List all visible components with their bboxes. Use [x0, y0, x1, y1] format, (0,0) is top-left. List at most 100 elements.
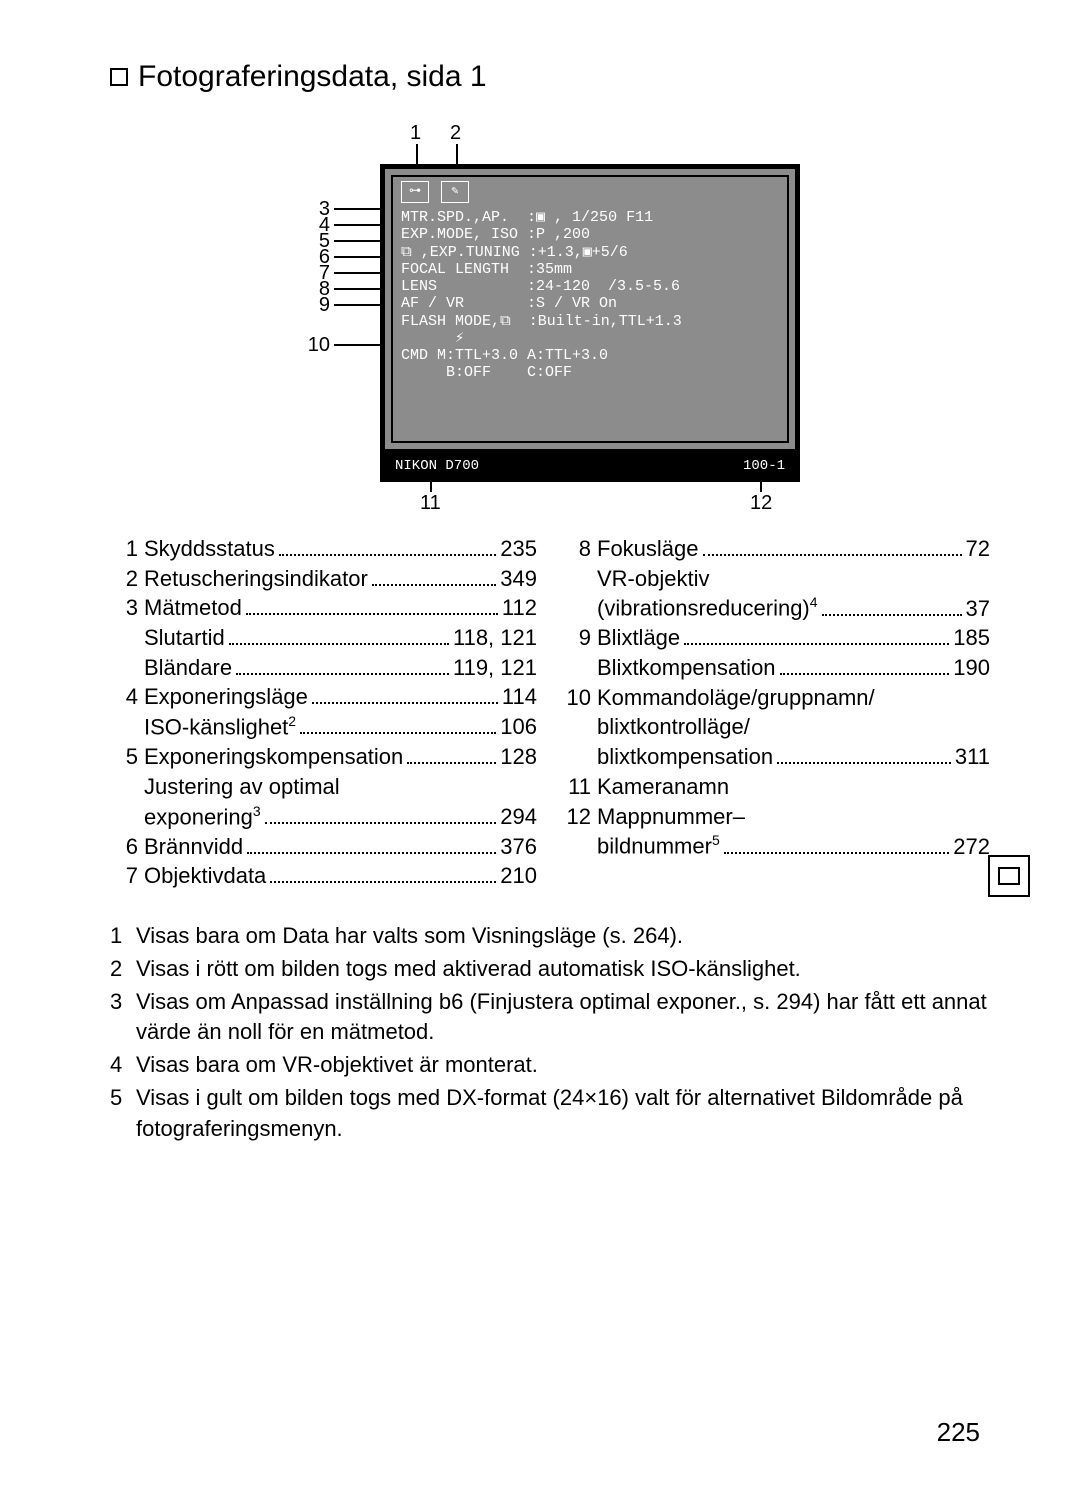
reference-number: 1: [110, 534, 138, 564]
reference-page: 118, 121: [453, 623, 537, 653]
lcd-line: FLASH MODE,⧉ :Built-in,TTL+1.3: [401, 313, 779, 330]
reference-page: 112: [502, 593, 537, 623]
footnote-row: 3Visas om Anpassad inställning b6 (Finju…: [110, 987, 990, 1049]
reference-page: 376: [500, 832, 537, 862]
dot-leader: [822, 614, 962, 616]
reference-label: Exponeringsläge: [144, 682, 308, 712]
lcd-frame: ⊶ ✎ MTR.SPD.,AP. :▣ , 1/250 F11 EXP.MODE…: [380, 164, 800, 454]
reference-label: Blixtläge: [597, 623, 680, 653]
reference-label: blixtkontrolläge/: [597, 712, 750, 742]
dot-leader: [247, 852, 496, 854]
footnotes-block: 1Visas bara om Data har valts som Visnin…: [110, 921, 990, 1145]
reference-row: exponering3 294: [110, 802, 537, 832]
reference-page: 349: [500, 564, 537, 594]
lcd-line: MTR.SPD.,AP. :▣ , 1/250 F11: [401, 209, 779, 226]
reference-page: 294: [500, 802, 537, 832]
reference-page: 210: [500, 861, 537, 891]
reference-row: 8Fokusläge 72: [563, 534, 990, 564]
footnote-row: 1Visas bara om Data har valts som Visnin…: [110, 921, 990, 952]
footnote-text: Visas bara om Data har valts som Visning…: [136, 921, 990, 952]
reference-number: 9: [563, 623, 591, 653]
reference-page: 128: [500, 742, 537, 772]
reference-row: 10Kommandoläge/gruppnamn/: [563, 683, 990, 713]
lcd-line: CMD M:TTL+3.0 A:TTL+3.0: [401, 347, 779, 364]
dot-leader: [703, 554, 962, 556]
reference-number: 7: [110, 861, 138, 891]
reference-index-columns: 1Skyddsstatus 235 2Retuscheringsindikator 3…: [110, 534, 990, 891]
reference-label: Fokusläge: [597, 534, 699, 564]
footnote-text: Visas i gult om bilden togs med DX-forma…: [136, 1083, 990, 1145]
reference-row: ISO-känslighet2 106: [110, 712, 537, 742]
reference-number: 8: [563, 534, 591, 564]
reference-row: 1Skyddsstatus 235: [110, 534, 537, 564]
dot-leader: [279, 554, 496, 556]
reference-label: Slutartid: [144, 623, 225, 653]
reference-label: VR-objektiv: [597, 564, 709, 594]
footnote-number: 1: [110, 921, 136, 952]
lcd-line: ⧉ ,EXP.TUNING :+1.3,▣+5/6: [401, 244, 779, 261]
footnote-row: 4Visas bara om VR-objektivet är monterat…: [110, 1050, 990, 1081]
reference-number: 2: [110, 564, 138, 594]
reference-label: (vibrationsreducering)4: [597, 593, 818, 623]
reference-row: 3Mätmetod112: [110, 593, 537, 623]
reference-row: 6Brännvidd 376: [110, 832, 537, 862]
reference-label: Brännvidd: [144, 832, 243, 862]
reference-label: Skyddsstatus: [144, 534, 275, 564]
lcd-line: LENS :24-120 /3.5-5.6: [401, 278, 779, 295]
header-title: Fotograferingsdata, sida 1: [138, 60, 487, 94]
reference-page: 235: [500, 534, 537, 564]
reference-row: 5Exponeringskompensation128: [110, 742, 537, 772]
callout-11: 11: [420, 492, 441, 515]
reference-page: 72: [966, 534, 990, 564]
dot-leader: [777, 762, 951, 764]
lcd-line: ⚡: [401, 330, 779, 347]
page-number: 225: [937, 1417, 980, 1448]
reference-page: 119, 121: [453, 653, 537, 683]
reference-page: 114: [502, 682, 537, 712]
reference-number: 5: [110, 742, 138, 772]
reference-label: exponering3: [144, 802, 261, 832]
reference-label: ISO-känslighet2: [144, 712, 296, 742]
callout-2: 2: [450, 122, 461, 145]
reference-page: 311: [955, 742, 990, 772]
lcd-line: B:OFF C:OFF: [401, 364, 779, 381]
dot-leader: [229, 643, 449, 645]
footnote-text: Visas i rött om bilden togs med aktivera…: [136, 954, 990, 985]
reference-page: 272: [953, 832, 990, 862]
dot-leader: [724, 852, 950, 854]
dot-leader: [265, 822, 497, 824]
callout-1: 1: [410, 122, 421, 145]
reference-label: Retuscheringsindikator: [144, 564, 368, 594]
footnote-number: 4: [110, 1050, 136, 1081]
lcd-bottom-bar: NIKON D700 100-1: [380, 454, 800, 482]
dot-leader: [372, 584, 497, 586]
dot-leader: [246, 613, 498, 615]
reference-number: 11: [563, 772, 591, 802]
camera-screen-diagram: 1 2 3 4 5 6 7 8 9 10 11 12 ⊶ ✎: [270, 124, 830, 504]
reference-label: blixtkompensation: [597, 742, 773, 772]
lcd-line: AF / VR :S / VR On: [401, 295, 779, 312]
reference-label: Mätmetod: [144, 593, 242, 623]
protect-icon: ⊶: [401, 181, 429, 203]
reference-label: Kommandoläge/gruppnamn/: [597, 683, 875, 713]
reference-row: Blixtkompensation190: [563, 653, 990, 683]
reference-row: 11Kameranamn: [563, 772, 990, 802]
reference-row: bildnummer5272: [563, 831, 990, 861]
dot-leader: [300, 732, 496, 734]
dot-leader: [236, 673, 449, 675]
callout-10: 10: [300, 334, 330, 357]
dot-leader: [684, 643, 949, 645]
camera-name: NIKON D700: [395, 458, 479, 474]
reference-row: Slutartid 118, 121: [110, 623, 537, 653]
reference-label: Mappnummer–: [597, 802, 745, 832]
folder-frame-number: 100-1: [743, 458, 785, 474]
reference-row: (vibrationsreducering)437: [563, 593, 990, 623]
reference-number: 6: [110, 832, 138, 862]
footnote-number: 5: [110, 1083, 136, 1145]
reference-page: 106: [500, 712, 537, 742]
footnote-row: 5Visas i gult om bilden togs med DX-form…: [110, 1083, 990, 1145]
reference-row: blixtkontrolläge/: [563, 712, 990, 742]
lcd-content: ⊶ ✎ MTR.SPD.,AP. :▣ , 1/250 F11 EXP.MODE…: [391, 175, 789, 443]
footnote-number: 3: [110, 987, 136, 1049]
reference-label: Justering av optimal: [144, 772, 340, 802]
